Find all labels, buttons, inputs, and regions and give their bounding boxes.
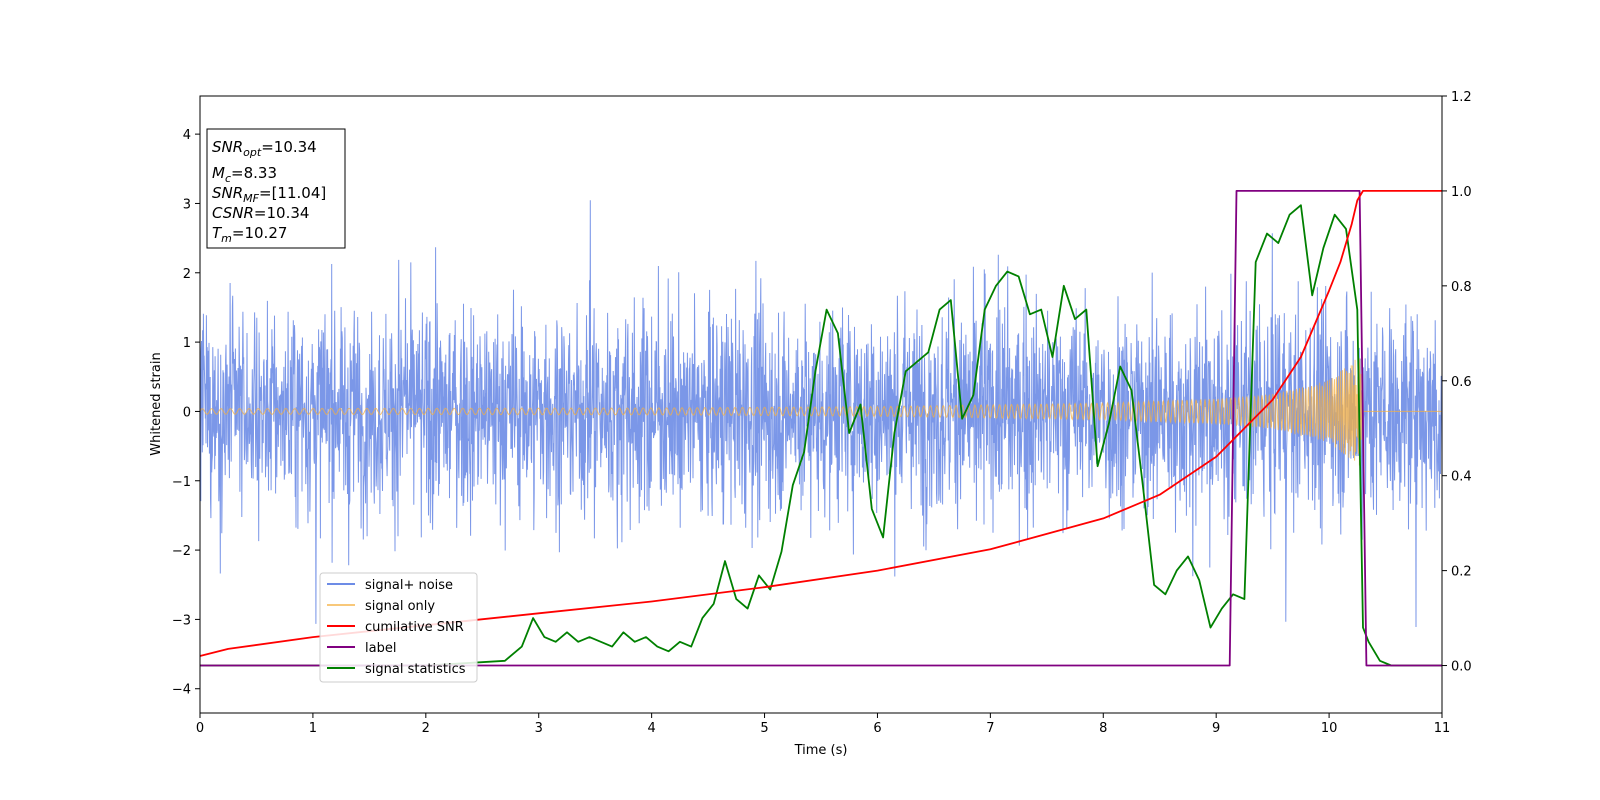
info-csnr: CSNR=10.34 xyxy=(212,204,309,222)
x-axis-label: Time (s) xyxy=(794,743,848,758)
x-tick-label: 8 xyxy=(1099,721,1107,736)
y-tick-label: −2 xyxy=(172,544,191,559)
legend: signal+ noise signal only cumilative SNR… xyxy=(319,572,478,683)
info-snr-opt: SNRopt=10.34 xyxy=(212,138,317,159)
y2-tick-label: 0.6 xyxy=(1451,375,1472,390)
legend-label-csnr: cumilative SNR xyxy=(365,620,464,635)
y-tick-label: 2 xyxy=(183,267,191,282)
y-tick-label: −1 xyxy=(172,475,191,490)
y2-tick-label: 0.2 xyxy=(1451,565,1472,580)
x-tick-label: 10 xyxy=(1321,721,1338,736)
x-tick-label: 2 xyxy=(422,721,430,736)
x-tick-label: 11 xyxy=(1434,721,1451,736)
x-tick-label: 1 xyxy=(309,721,317,736)
x-tick-label: 4 xyxy=(647,721,655,736)
y2-tick-label: 0.0 xyxy=(1451,660,1472,675)
y-tick-label: −3 xyxy=(172,613,191,628)
x-tick-label: 7 xyxy=(986,721,994,736)
y-tick-label: 0 xyxy=(183,405,191,420)
plot-frame xyxy=(199,95,1443,714)
legend-label-signal: signal only xyxy=(365,599,435,614)
legend-label-label: label xyxy=(365,641,396,656)
legend-frame xyxy=(319,572,478,683)
legend-label-stat: signal statistics xyxy=(365,662,466,677)
info-box-frame xyxy=(206,128,346,249)
y-tick-label: 4 xyxy=(183,128,191,143)
y-tick-label: 3 xyxy=(183,197,191,212)
legend-label-noise: signal+ noise xyxy=(365,578,453,593)
x-tick-label: 3 xyxy=(535,721,543,736)
info-box: SNRopt=10.34 Mc=8.33 SNRMF=[11.04] CSNR=… xyxy=(206,128,346,249)
chirp-layer xyxy=(199,358,1442,466)
y2-tick-label: 1.2 xyxy=(1451,90,1472,105)
x-tick-label: 5 xyxy=(760,721,768,736)
y2-tick-label: 1.0 xyxy=(1451,185,1472,200)
y2-tick-label: 0.4 xyxy=(1451,470,1472,485)
x-tick-label: 6 xyxy=(873,721,881,736)
x-tick-label: 0 xyxy=(196,721,204,736)
series-label xyxy=(200,189,1442,667)
ticks-layer: 0 1 2 3 4 5 6 7 8 9 10 11 −4 −3 −2 −1 0 1 2 3 4 0.0 0.2 0.4 0.6 0… xyxy=(172,90,1472,736)
series-signal-statistics xyxy=(200,204,1442,667)
series-signal-only xyxy=(199,358,1442,466)
y-tick-label: −4 xyxy=(172,683,191,698)
y-axis-label: Whitened strain xyxy=(149,352,164,455)
info-tm: Tm=10.27 xyxy=(212,224,287,245)
info-snr-mf: SNRMF=[11.04] xyxy=(212,184,326,205)
y-tick-label: 1 xyxy=(183,336,191,351)
y2-tick-label: 0.8 xyxy=(1451,280,1472,295)
x-tick-label: 9 xyxy=(1212,721,1220,736)
info-chirp-mass: Mc=8.33 xyxy=(212,164,277,185)
